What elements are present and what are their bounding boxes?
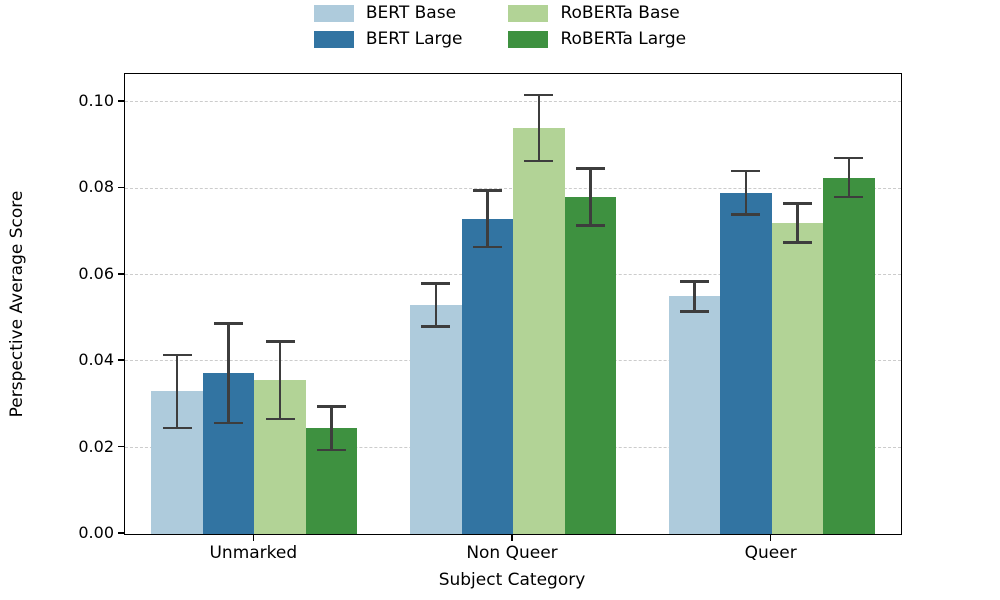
y-tick-label: 0.00 bbox=[78, 523, 114, 542]
y-tick-label: 0.06 bbox=[78, 263, 114, 283]
errorbar-cap bbox=[472, 189, 502, 192]
errorbar-cap bbox=[679, 280, 709, 283]
errorbar-cap bbox=[265, 417, 295, 421]
errorbar-line bbox=[330, 406, 333, 450]
legend-swatch-icon bbox=[313, 4, 354, 22]
errorbar-cap bbox=[782, 202, 812, 205]
errorbar-line bbox=[537, 95, 540, 161]
bar-roberta-base-non-queer bbox=[513, 127, 565, 534]
bar-bert-large-queer bbox=[720, 192, 772, 534]
y-axis-label: Perspective Average Score bbox=[7, 190, 27, 418]
errorbar-cap bbox=[421, 282, 451, 285]
legend-swatch-icon bbox=[313, 30, 354, 48]
errorbar-cap bbox=[575, 167, 605, 170]
legend-item-roberta-base: RoBERTa Base bbox=[508, 2, 686, 24]
x-tick-label-queer: Queer bbox=[744, 543, 797, 563]
errorbar-cap bbox=[834, 195, 864, 199]
y-tick-label: 0.08 bbox=[78, 177, 114, 197]
legend-label: RoBERTa Base bbox=[560, 3, 680, 23]
bar-roberta-large-queer bbox=[823, 177, 875, 534]
errorbar-cap bbox=[162, 353, 192, 356]
legend-swatch-icon bbox=[508, 30, 549, 48]
y-tick-mark bbox=[118, 100, 124, 102]
errorbar-line bbox=[796, 203, 799, 243]
bar-bert-base-queer bbox=[668, 296, 721, 534]
errorbar-line bbox=[847, 158, 851, 198]
y-tick-mark bbox=[118, 532, 124, 534]
plot-area bbox=[124, 73, 902, 535]
bar-roberta-large-non-queer bbox=[564, 197, 616, 534]
bar-bert-large-non-queer bbox=[461, 218, 513, 534]
errorbar-line bbox=[744, 171, 748, 215]
x-tick-mark bbox=[511, 534, 513, 541]
y-tick-mark bbox=[118, 186, 124, 189]
y-tick-label: 0.10 bbox=[78, 91, 114, 111]
chart-legend: BERT Base BERT Large RoBERTa Base RoBERTa L… bbox=[0, 2, 1000, 50]
x-tick-label-unmarked: Unmarked bbox=[209, 543, 298, 563]
legend-item-bert-large: BERT Large bbox=[313, 28, 463, 50]
legend-grid: BERT Base BERT Large RoBERTa Base RoBERTa L… bbox=[313, 2, 686, 50]
errorbar-cap bbox=[162, 426, 192, 430]
y-tick-label: 0.02 bbox=[78, 436, 114, 456]
errorbar-cap bbox=[834, 156, 864, 160]
legend-label: RoBERTa Large bbox=[560, 29, 687, 49]
errorbar-cap bbox=[214, 421, 244, 425]
errorbar-line bbox=[175, 354, 179, 429]
errorbar-cap bbox=[731, 169, 761, 173]
errorbar-cap bbox=[317, 448, 347, 452]
x-tick-mark bbox=[769, 534, 772, 541]
bar-bert-base-non-queer bbox=[410, 305, 462, 534]
errorbar-line bbox=[693, 281, 696, 312]
errorbar-line bbox=[278, 341, 282, 420]
errorbar-line bbox=[486, 190, 489, 247]
y-tick-mark bbox=[118, 273, 124, 275]
errorbar-cap bbox=[575, 224, 605, 227]
errorbar-cap bbox=[472, 245, 502, 249]
y-tick-mark bbox=[118, 445, 124, 448]
errorbar-cap bbox=[524, 93, 554, 97]
bar-roberta-base-queer bbox=[771, 223, 824, 534]
gridline-0.1 bbox=[125, 101, 901, 103]
errorbar-cap bbox=[679, 310, 709, 313]
x-axis-label: Subject Category bbox=[438, 570, 586, 590]
legend-item-roberta-large: RoBERTa Large bbox=[508, 28, 686, 50]
errorbar-cap bbox=[524, 159, 554, 163]
errorbar-line bbox=[227, 323, 230, 423]
errorbar-line bbox=[589, 168, 592, 226]
errorbar-cap bbox=[731, 213, 761, 216]
legend-item-bert-base: BERT Base bbox=[313, 2, 463, 24]
errorbar-cap bbox=[265, 340, 295, 343]
legend-swatch-icon bbox=[508, 4, 549, 22]
y-tick-label: 0.04 bbox=[78, 350, 114, 370]
errorbar-cap bbox=[782, 241, 812, 244]
y-tick-mark bbox=[118, 359, 124, 361]
errorbar-cap bbox=[421, 325, 451, 328]
errorbar-cap bbox=[214, 322, 244, 325]
legend-label: BERT Base bbox=[365, 3, 457, 23]
legend-label: BERT Large bbox=[365, 29, 463, 49]
x-tick-label-non-queer: Non Queer bbox=[466, 543, 558, 563]
x-tick-mark bbox=[252, 534, 255, 541]
errorbar-line bbox=[434, 283, 437, 327]
errorbar-cap bbox=[317, 405, 347, 408]
